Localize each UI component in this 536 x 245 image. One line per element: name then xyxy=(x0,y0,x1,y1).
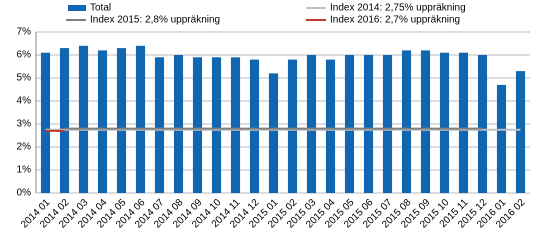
y-tick-label: 0% xyxy=(17,188,32,199)
bar xyxy=(97,50,108,194)
bar xyxy=(306,55,317,193)
bar xyxy=(154,57,165,193)
bar xyxy=(230,57,241,193)
bar xyxy=(59,48,70,193)
legend-swatch xyxy=(68,5,86,11)
bar xyxy=(420,50,431,194)
bar xyxy=(382,55,393,193)
bar xyxy=(268,73,279,193)
bar xyxy=(401,50,412,194)
bar xyxy=(135,45,146,193)
legend-label: Index 2016: 2,7% uppräkning xyxy=(330,15,460,26)
bar xyxy=(344,55,355,193)
bar xyxy=(211,57,222,193)
bar xyxy=(325,59,336,193)
bar xyxy=(287,59,298,193)
y-tick-label: 6% xyxy=(17,50,32,61)
y-tick-label: 4% xyxy=(17,96,32,107)
bar xyxy=(496,84,507,193)
bar xyxy=(40,52,51,194)
bar xyxy=(363,55,374,193)
legend-label: Index 2015: 2,8% uppräkning xyxy=(90,15,220,26)
y-tick-label: 5% xyxy=(17,73,32,84)
bar xyxy=(116,48,127,193)
bar xyxy=(249,59,260,193)
bar xyxy=(173,55,184,193)
bar xyxy=(192,57,203,193)
y-tick-label: 2% xyxy=(17,142,32,153)
legend-label: Total xyxy=(90,3,111,14)
y-tick-label: 7% xyxy=(17,27,32,38)
y-tick-label: 1% xyxy=(17,165,32,176)
bar xyxy=(439,52,450,194)
bar xyxy=(515,71,526,193)
bar xyxy=(477,55,488,193)
bar xyxy=(458,52,469,194)
bar xyxy=(78,45,89,193)
legend-label: Index 2014: 2,75% uppräkning xyxy=(330,3,466,14)
y-tick-label: 3% xyxy=(17,119,32,130)
